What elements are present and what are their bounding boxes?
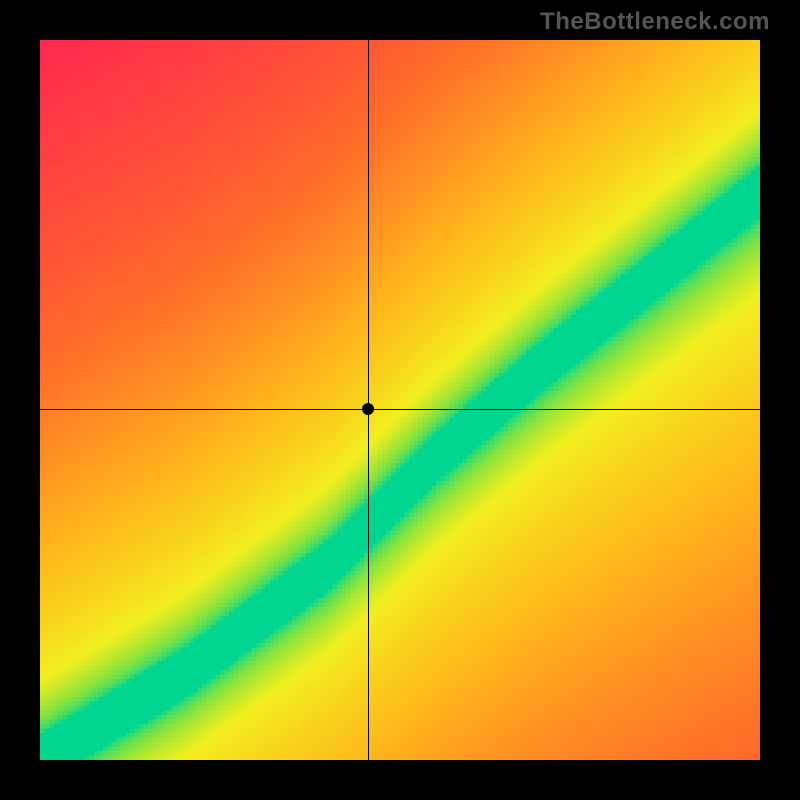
heatmap-canvas bbox=[40, 40, 760, 760]
watermark-text: TheBottleneck.com bbox=[540, 8, 770, 36]
crosshair-horizontal bbox=[40, 409, 760, 410]
plot-area bbox=[40, 40, 760, 760]
crosshair-vertical bbox=[368, 40, 369, 760]
crosshair-marker bbox=[362, 403, 374, 415]
